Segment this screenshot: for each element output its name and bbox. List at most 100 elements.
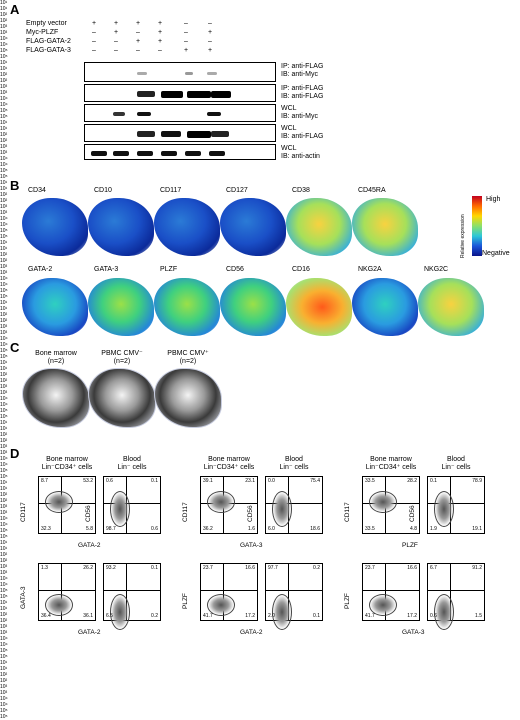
marker-label: PLZF <box>160 266 178 273</box>
marker-label: CD56 <box>226 266 244 273</box>
quadrant-percent: 0.2 <box>313 565 320 571</box>
western-blot <box>84 62 276 82</box>
y-tick: 10⁵ <box>0 234 8 240</box>
condition-sign: + <box>92 20 97 27</box>
x-tick: 10⁵ <box>0 468 8 474</box>
marker-label: NKG2A <box>358 266 382 273</box>
flow-dot-plot: 23.7 16.6 41.7 17.2 <box>200 563 258 621</box>
y-tick: 10² <box>0 318 8 324</box>
y-tick: 10⁴ <box>0 462 8 468</box>
quadrant-v-line <box>223 564 224 620</box>
y-tick: 10¹ <box>0 306 8 312</box>
y-tick: 10⁵ <box>0 54 8 60</box>
quadrant-h-line <box>428 503 484 504</box>
quadrant-h-line <box>104 590 160 591</box>
cell-population <box>110 594 130 630</box>
quadrant-percent: 18.6 <box>310 526 320 532</box>
condition-label: FLAG-GATA-2 <box>26 38 71 45</box>
quadrant-percent: 0.6 <box>430 613 437 619</box>
tsne-map <box>220 278 286 336</box>
quadrant-v-line <box>61 564 62 620</box>
quadrant-v-line <box>126 564 127 620</box>
quadrant-percent: 36.1 <box>83 613 93 619</box>
condition-sign: + <box>208 29 213 36</box>
panel-d-label: D <box>10 446 20 461</box>
y-tick: 10⁵ <box>0 354 8 360</box>
blot-band <box>137 71 147 75</box>
quadrant-percent: 6.5 <box>106 613 113 619</box>
condition-sign: + <box>208 47 213 54</box>
condition-sign: – <box>184 20 188 27</box>
y-tick: 10³ <box>0 570 8 576</box>
x-tick: 10³ <box>0 564 8 570</box>
y-tick: 10² <box>0 438 8 444</box>
quadrant-percent: 17.2 <box>407 613 417 619</box>
western-blot <box>84 144 276 160</box>
y-tick: 10⁵ <box>0 474 8 480</box>
quadrant-percent: 0.1 <box>151 565 158 571</box>
y-tick: 10¹ <box>0 606 8 612</box>
quadrant-percent: 6.7 <box>430 565 437 571</box>
quadrant-percent: 28.2 <box>407 478 417 484</box>
x-tick: 10⁴ <box>0 576 8 582</box>
quadrant-percent: 23.7 <box>365 565 375 571</box>
quadrant-percent: 16.6 <box>407 565 417 571</box>
y-tick: 10² <box>0 138 8 144</box>
quadrant-percent: 33.5 <box>365 526 375 532</box>
quadrant-percent: 23.7 <box>203 565 213 571</box>
x-tick: 10² <box>0 492 8 498</box>
y-tick: 10¹ <box>0 366 8 372</box>
x-tick: 10³ <box>0 504 8 510</box>
x-tick: 10² <box>0 252 8 258</box>
legend-title: Relative expression <box>460 214 466 258</box>
x-tick: 10¹ <box>0 420 8 426</box>
x-tick: 10⁵ <box>0 108 8 114</box>
blot-band <box>187 130 211 138</box>
quadrant-percent: 39.1 <box>203 478 213 484</box>
group-title: Bone marrow <box>35 350 77 357</box>
quadrant-percent: 0.1 <box>430 478 437 484</box>
gate-subtitle: Lin⁻ cells <box>441 464 471 471</box>
group-n: (n=2) <box>113 358 131 365</box>
blot-band <box>137 112 151 116</box>
quadrant-percent: 98.7 <box>106 526 116 532</box>
y-tick: 10¹ <box>0 126 8 132</box>
condition-sign: + <box>158 29 163 36</box>
cell-population <box>369 594 397 616</box>
quadrant-percent: 97.7 <box>268 565 278 571</box>
y-tick: 10⁵ <box>0 714 8 720</box>
condition-sign: – <box>208 20 212 27</box>
y-axis-label: CD117 <box>20 502 27 522</box>
x-tick: 10³ <box>0 624 8 630</box>
quadrant-percent: 0.0 <box>268 478 275 484</box>
y-tick: 10³ <box>0 450 8 456</box>
condition-sign: + <box>184 47 189 54</box>
y-tick: 10³ <box>0 270 8 276</box>
x-axis-label: GATA-2 <box>78 629 101 636</box>
y-axis-label: CD56 <box>247 505 254 522</box>
quadrant-v-line <box>450 564 451 620</box>
quadrant-percent: 93.2 <box>106 565 116 571</box>
gate-title: Blood <box>123 456 141 463</box>
quadrant-percent: 5.8 <box>86 526 93 532</box>
y-tick: 10⁴ <box>0 522 8 528</box>
y-tick: 10² <box>0 258 8 264</box>
marker-label: CD45RA <box>358 187 386 194</box>
group-n: (n=2) <box>47 358 65 365</box>
quadrant-percent: 1.6 <box>248 526 255 532</box>
tsne-map <box>88 278 154 336</box>
flow-dot-plot: 0.6 0.1 98.7 0.6 <box>103 476 161 534</box>
quadrant-v-line <box>288 564 289 620</box>
cell-population <box>434 491 454 527</box>
x-tick: 10³ <box>0 384 8 390</box>
group-title: PBMC CMV⁻ <box>101 350 143 357</box>
x-tick: 10⁵ <box>0 288 8 294</box>
x-tick: 10⁵ <box>0 168 8 174</box>
blot-ip-label: IP: anti-FLAG <box>281 85 324 92</box>
tsne-map <box>352 278 418 336</box>
quadrant-h-line <box>39 590 95 591</box>
condition-sign: + <box>114 20 119 27</box>
tsne-map <box>418 278 484 336</box>
gate-subtitle: Lin⁻ cells <box>279 464 309 471</box>
